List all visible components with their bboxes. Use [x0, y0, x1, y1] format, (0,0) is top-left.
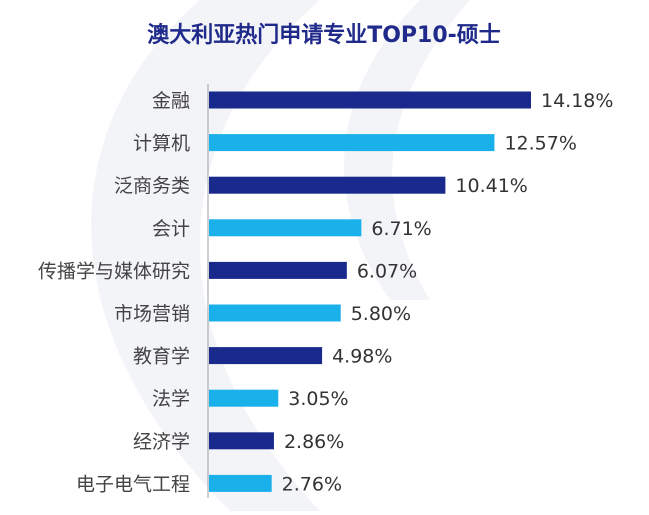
category-label: 教育学 [133, 346, 190, 368]
value-label: 3.05% [288, 388, 348, 410]
category-label: 计算机 [133, 133, 190, 155]
category-label: 市场营销 [114, 303, 190, 325]
value-label: 12.57% [504, 133, 576, 155]
bar [209, 219, 362, 237]
bar [209, 134, 495, 152]
bar [209, 304, 341, 322]
background-decoration [91, 0, 470, 511]
value-label: 14.18% [541, 90, 613, 112]
bar [209, 261, 347, 279]
bar [209, 176, 446, 194]
bar [209, 432, 274, 450]
value-label: 4.98% [332, 346, 392, 368]
category-label: 金融 [152, 90, 190, 112]
bar [209, 474, 272, 492]
category-label: 传播学与媒体研究 [38, 260, 190, 282]
bar [209, 347, 323, 365]
value-label: 2.76% [282, 473, 342, 495]
bars-group: 金融 14.18% 计算机 12.57% 泛商务类 10.41% 会计 6.71% 传播学与媒体… [38, 90, 613, 495]
category-label: 会计 [152, 218, 190, 240]
background-swoosh [91, 0, 320, 511]
value-label: 6.71% [371, 218, 431, 240]
value-label: 2.86% [284, 431, 344, 453]
bar [209, 389, 279, 407]
value-label: 6.07% [357, 260, 417, 282]
background-swoosh [344, 0, 470, 300]
chart-title: 澳大利亚热门申请专业TOP10-硕士 [147, 22, 501, 48]
bar [209, 91, 531, 109]
category-label: 电子电气工程 [76, 473, 190, 495]
value-label: 5.80% [351, 303, 411, 325]
category-label: 法学 [152, 388, 190, 410]
category-label: 泛商务类 [114, 175, 190, 197]
value-label: 10.41% [455, 175, 527, 197]
category-label: 经济学 [133, 431, 190, 453]
